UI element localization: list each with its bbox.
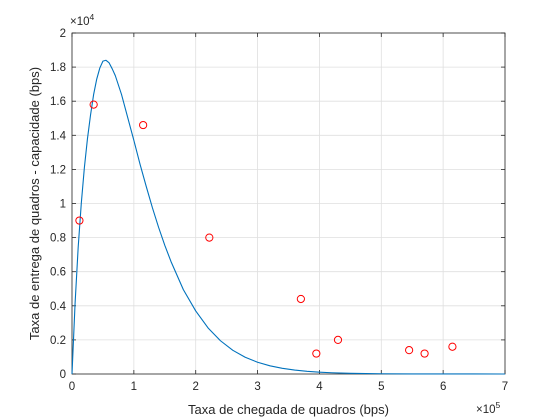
y-tick-label: 2 bbox=[60, 28, 66, 40]
data-point bbox=[75, 216, 84, 225]
x-multiplier-exponent: 5 bbox=[496, 400, 501, 410]
x-tick-labels: 0 1 2 3 4 5 6 7 bbox=[69, 381, 508, 393]
y-tick-label: 1 bbox=[60, 199, 66, 211]
y-tick-label: 1.6 bbox=[50, 96, 66, 108]
x-multiplier-base: ×10 bbox=[476, 404, 496, 416]
y-multiplier-exponent: 4 bbox=[90, 12, 95, 22]
data-point bbox=[333, 335, 343, 344]
x-tick-label: 5 bbox=[378, 381, 384, 393]
data-point bbox=[89, 100, 98, 109]
y-tick-label: 0.4 bbox=[50, 301, 67, 313]
plot-content bbox=[71, 59, 506, 375]
data-point bbox=[296, 294, 305, 304]
data-point bbox=[139, 120, 148, 130]
y-tick-label: 1.2 bbox=[50, 164, 66, 176]
y-tick-label: 0.2 bbox=[50, 335, 66, 347]
x-tick-label: 3 bbox=[254, 381, 260, 393]
y-tick-label: 0.8 bbox=[50, 233, 66, 245]
x-tick-label: 2 bbox=[193, 381, 199, 393]
x-axis-label: Taxa de chegada de quadros (bps) bbox=[188, 402, 389, 417]
y-tick-label: 1.8 bbox=[50, 62, 66, 74]
y-axis-label: Taxa de entrega de quadros - capacidade … bbox=[27, 67, 42, 340]
x-tick-label: 0 bbox=[69, 381, 75, 393]
series-line bbox=[71, 59, 506, 375]
y-tick-labels: 0 0.2 0.4 0.6 0.8 1 1.2 1.4 1.6 1.8 2 bbox=[50, 28, 67, 381]
data-point bbox=[405, 346, 414, 355]
data-point bbox=[205, 233, 214, 242]
data-point bbox=[312, 349, 321, 358]
data-point bbox=[448, 342, 457, 351]
x-tick-label: 7 bbox=[502, 381, 508, 393]
y-tick-label: 0 bbox=[60, 369, 66, 381]
y-axis-multiplier: ×104 bbox=[70, 12, 95, 28]
x-tick-label: 1 bbox=[131, 381, 137, 393]
x-tick-label: 6 bbox=[440, 381, 446, 393]
x-tick-label: 4 bbox=[316, 381, 323, 393]
data-point bbox=[420, 349, 429, 358]
x-axis-multiplier: ×105 bbox=[476, 400, 501, 416]
y-tick-label: 0.6 bbox=[50, 267, 66, 279]
grid bbox=[71, 32, 506, 375]
y-tick-label: 1.4 bbox=[50, 130, 67, 142]
y-multiplier-base: ×10 bbox=[70, 16, 90, 28]
